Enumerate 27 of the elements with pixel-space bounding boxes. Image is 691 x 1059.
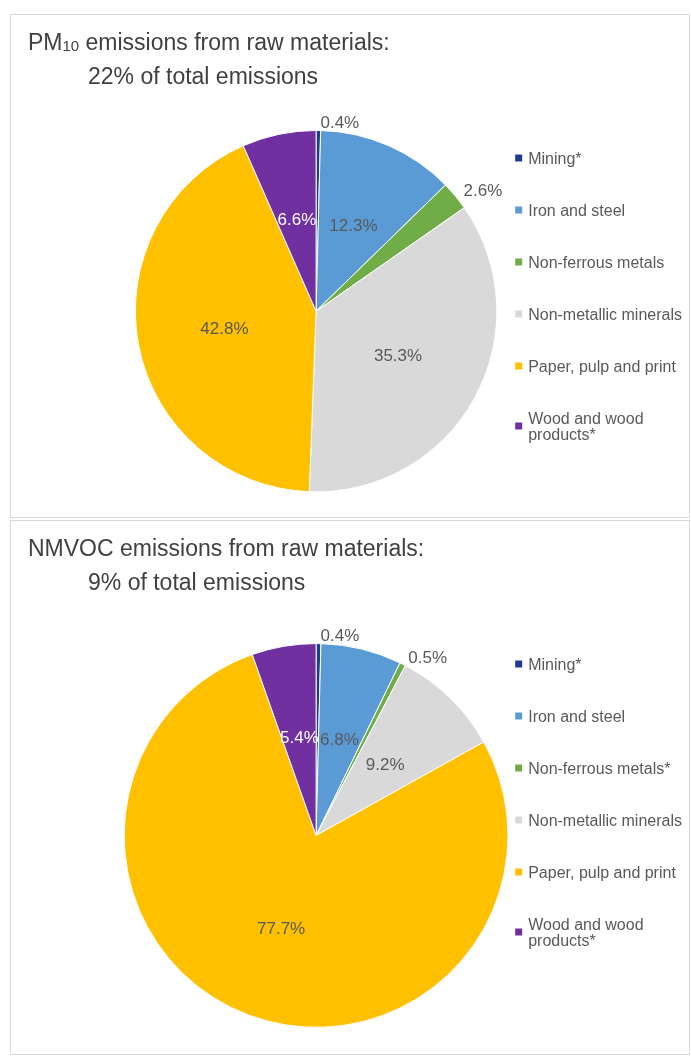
- legend-label: Paper, pulp and print: [528, 863, 677, 881]
- data-label: 77.7%: [257, 918, 306, 938]
- data-label: 42.8%: [200, 319, 249, 339]
- chart-title: PM10 emissions from raw materials:: [28, 28, 390, 55]
- data-label: 6.8%: [320, 729, 359, 749]
- legend-label: Mining*: [528, 655, 582, 673]
- legend-label: Paper, pulp and print: [528, 357, 677, 375]
- chart-subtitle: 9% of total emissions: [88, 568, 306, 595]
- legend-label: Wood and wood products*: [528, 915, 648, 949]
- data-label: 6.6%: [277, 210, 317, 230]
- data-label: 12.3%: [329, 216, 378, 236]
- data-label: 0.4%: [320, 112, 360, 132]
- legend-label: Non-ferrous metals: [528, 253, 665, 271]
- legend-label: Mining*: [528, 149, 582, 167]
- legend-label: Non-metallic minerals: [528, 305, 683, 323]
- data-label: 2.6%: [463, 181, 503, 201]
- data-label: 0.4%: [320, 626, 360, 646]
- chart-subtitle: 22% of total emissions: [88, 62, 319, 89]
- data-label: 35.3%: [373, 346, 423, 366]
- legend-label: Non-ferrous metals*: [528, 759, 671, 777]
- chart-title: NMVOC emissions from raw materials:: [28, 534, 425, 561]
- legend-label: Iron and steel: [528, 707, 626, 725]
- data-label: 9.2%: [365, 755, 405, 775]
- data-label: 0.5%: [408, 647, 448, 667]
- legend-label: Iron and steel: [528, 201, 626, 219]
- legend-label: Wood and wood products*: [528, 409, 648, 443]
- legend-label: Non-metallic minerals: [528, 811, 683, 829]
